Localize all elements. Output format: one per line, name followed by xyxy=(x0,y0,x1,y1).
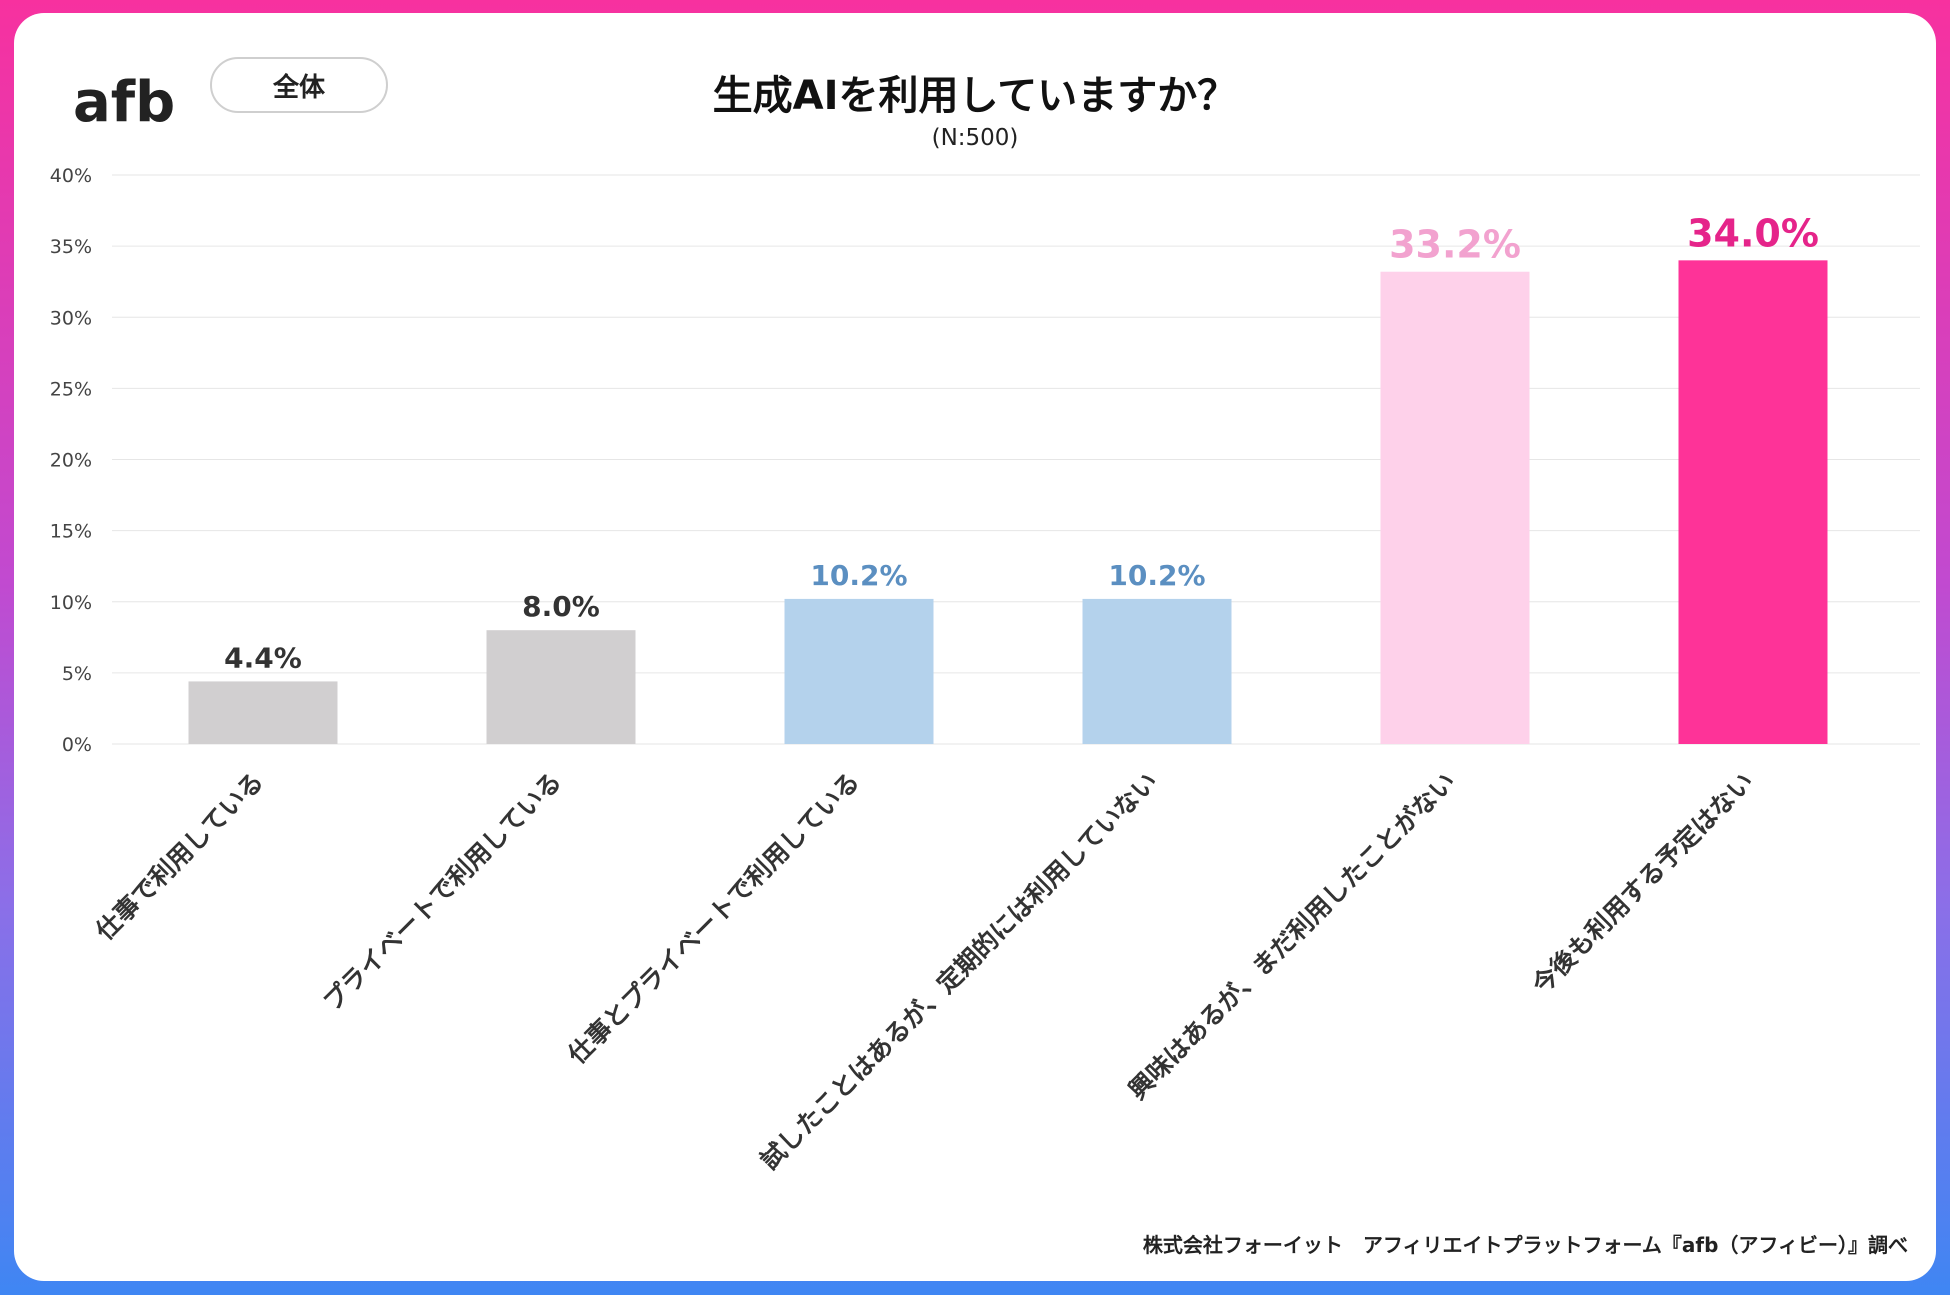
bar xyxy=(1678,260,1828,744)
bar xyxy=(188,681,338,744)
x-tick-label: 仕事で利用している xyxy=(89,767,269,947)
y-tick-label: 10% xyxy=(50,592,92,614)
y-tick-label: 40% xyxy=(50,165,92,187)
chart-card: afb 全体 生成AIを利用していますか？ (N:500) 0% 5% 10% 15%… xyxy=(14,13,1936,1281)
data-label: 10.2% xyxy=(810,559,907,592)
bar xyxy=(1082,598,1232,744)
filter-pill[interactable]: 全体 xyxy=(210,57,388,113)
bar xyxy=(486,630,636,744)
y-tick-label: 20% xyxy=(50,450,92,472)
data-label: 33.2% xyxy=(1389,223,1521,267)
data-label: 34.0% xyxy=(1687,211,1819,255)
bar xyxy=(1380,271,1530,744)
x-tick-label: プライベートで利用している xyxy=(317,767,567,1017)
bar xyxy=(784,598,934,744)
source-note: 株式会社フォーイット アフィリエイトプラットフォーム『afb（アフィビー）』調べ xyxy=(1142,1233,1908,1257)
y-tick-label: 5% xyxy=(62,663,92,685)
x-tick-label: 興味はあるが、まだ利用したことがない xyxy=(1123,767,1461,1105)
y-tick-label: 25% xyxy=(50,378,92,400)
y-tick-label: 0% xyxy=(62,734,92,756)
chart-subtitle: (N:500) xyxy=(931,125,1019,151)
bar-chart: 0% 5% 10% 15% 20% 25% 30% 35% 40% 4.4% 仕事で利用している 8.… xyxy=(50,165,1920,1175)
y-tick-label: 30% xyxy=(50,307,92,329)
afb-logo: afb xyxy=(73,70,175,131)
logo-text: afb xyxy=(73,70,175,131)
y-tick-label: 35% xyxy=(50,236,92,258)
y-tick-label: 15% xyxy=(50,521,92,543)
data-label: 4.4% xyxy=(224,641,302,674)
data-label: 10.2% xyxy=(1108,559,1205,592)
data-label: 8.0% xyxy=(522,590,600,623)
chart-title: 生成AIを利用していますか？ xyxy=(712,73,1238,119)
x-tick-label: 仕事とプライベートで利用している xyxy=(562,767,866,1071)
x-tick-label: 今後も利用する予定はない xyxy=(1527,767,1760,1000)
